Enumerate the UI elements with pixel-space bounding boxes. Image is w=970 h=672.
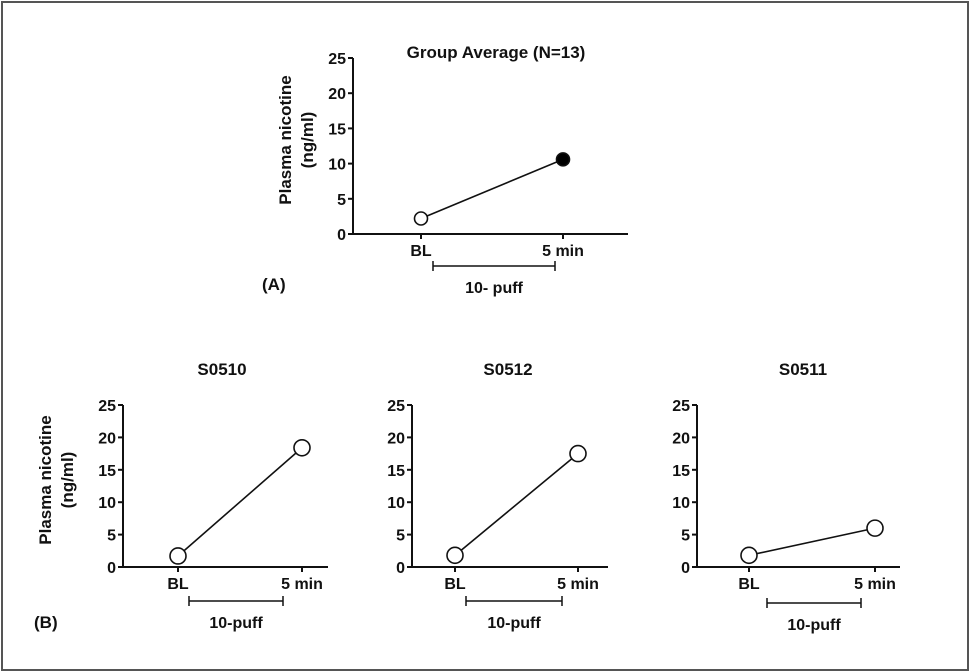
panel-b3-plot: 0 5 10 15 20 25 BL 5 min 10-puff [672,398,900,634]
data-point-open [293,438,311,457]
series-line [454,452,579,556]
y-tick-label: 10 [98,495,116,512]
y-tick-label: 0 [396,560,405,577]
y-tick-label: 25 [672,398,690,415]
panel-b-ylabel-line1: Plasma nicotine [36,415,55,544]
y-tick-label: 15 [328,121,346,138]
y-tick-label: 15 [387,463,405,480]
x-tick-label: BL [738,576,760,593]
x-tick-label: 5 min [557,576,599,593]
puff-bracket-label: 10-puff [487,615,541,632]
y-tick-label: 20 [672,430,690,447]
panel-b3-title: S0511 [779,360,827,379]
data-point-open [740,546,758,565]
x-tick-label: BL [167,576,189,593]
panel-b2-plot: 0 5 10 15 20 25 BL 5 min 10-puff [387,398,608,632]
series-line [748,527,876,557]
y-tick-label: 10 [328,157,346,174]
y-tick-label: 20 [328,86,346,103]
y-tick-label: 5 [681,528,690,545]
series-line [420,158,564,220]
y-tick-label: 10 [672,495,690,512]
panel-a-plot: 0 5 10 15 20 25 BL 5 min 10- puff [328,51,628,297]
panel-a-ylabel-line1: Plasma nicotine [276,75,295,204]
x-tick-label: 5 min [854,576,896,593]
x-tick-label: BL [444,576,466,593]
y-tick-label: 15 [672,463,690,480]
x-tick-label: 5 min [542,243,584,260]
y-tick-label: 20 [98,430,116,447]
panel-b-ylabel-line2: (ng/ml) [58,452,77,509]
panel-label-b: (B) [34,613,58,632]
x-tick-label: 5 min [281,576,323,593]
puff-bracket-label: 10- puff [465,280,523,297]
panel-b1-title: S0510 [197,360,246,379]
y-tick-label: 0 [337,227,346,244]
y-tick-label: 5 [396,528,405,545]
data-point-open [169,547,187,565]
y-tick-label: 20 [387,430,405,447]
panel-b: S0510 S0512 S0511 Plasma nicotine (ng/ml… [34,360,900,634]
y-tick-label: 10 [387,495,405,512]
data-point-open [866,519,884,537]
data-point-open [413,211,429,226]
panel-label-a: (A) [262,275,286,294]
y-tick-label: 25 [328,51,346,68]
y-tick-label: 5 [337,192,346,209]
x-tick-label: BL [410,243,432,260]
y-tick-label: 25 [387,398,405,415]
puff-bracket-label: 10-puff [209,615,263,632]
panel-b1-plot: 0 5 10 15 20 25 BL 5 min 10-puff [98,398,328,632]
series-line [177,447,303,557]
data-point-filled [555,152,571,167]
y-tick-label: 25 [98,398,116,415]
data-point-open [446,546,464,565]
y-tick-label: 15 [98,463,116,480]
y-tick-label: 0 [107,560,116,577]
panel-a-title: Group Average (N=13) [407,43,586,62]
panel-a-ylabel-line2: (ng/ml) [298,112,317,169]
data-point-open [569,444,587,463]
panel-b2-title: S0512 [483,360,532,379]
panel-a: Group Average (N=13) Plasma nicotine (ng… [262,43,628,297]
puff-bracket-label: 10-puff [787,617,841,634]
y-tick-label: 5 [107,528,116,545]
y-tick-label: 0 [681,560,690,577]
